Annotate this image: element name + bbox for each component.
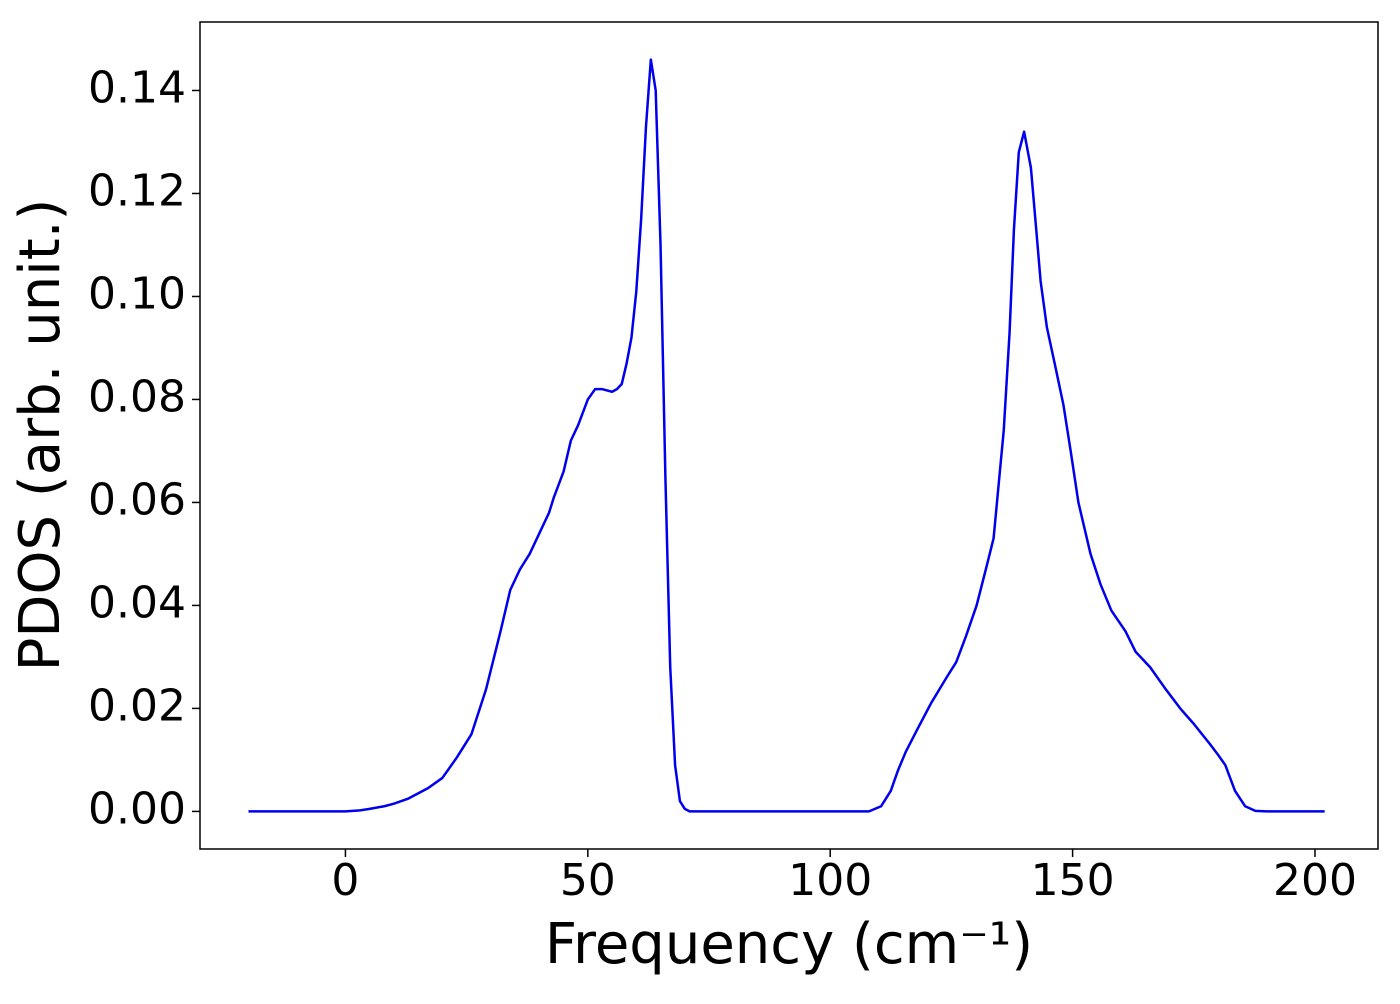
y-tick-label: 0.12 <box>88 165 186 216</box>
y-tick-label: 0.00 <box>88 783 186 834</box>
y-tick-label: 0.14 <box>88 62 186 113</box>
x-tick-label: 150 <box>1031 855 1115 906</box>
y-tick-label: 0.08 <box>88 371 186 422</box>
data-line <box>248 58 1325 813</box>
x-tick-label: 100 <box>788 855 872 906</box>
y-tick-label: 0.10 <box>88 268 186 319</box>
x-tick-label: 50 <box>560 855 616 906</box>
y-tick-label: 0.04 <box>88 577 186 628</box>
x-tick-label: 0 <box>331 855 359 906</box>
y-tick-label: 0.02 <box>88 680 186 731</box>
y-axis-label: PDOS (arb. unit.) <box>8 199 73 672</box>
y-tick-label: 0.06 <box>88 474 186 525</box>
x-tick-label: 200 <box>1273 855 1357 906</box>
plot-frame <box>199 21 1379 850</box>
x-axis-label: Frequency (cm⁻¹) <box>545 912 1033 977</box>
